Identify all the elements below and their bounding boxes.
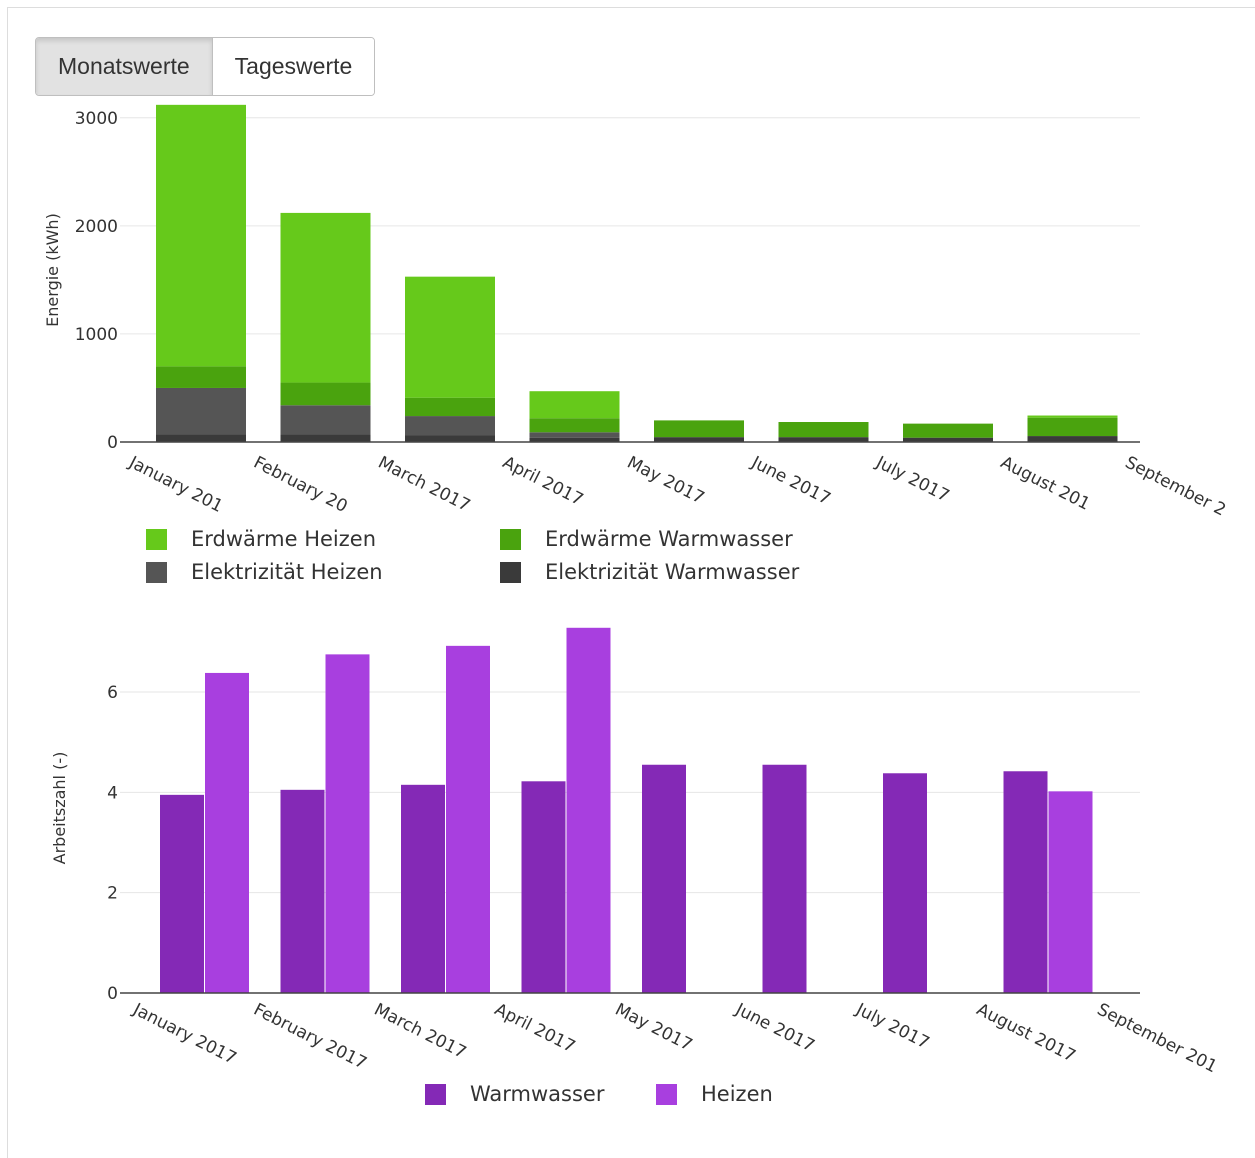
bar-erdw-rme-heizen-august-2017 <box>1027 415 1118 418</box>
bar-elektrizit-t-warmwasser-february-2017 <box>280 434 371 442</box>
monthly-values-button[interactable]: Monatswerte <box>36 38 212 95</box>
x-tick-label: January 2017 <box>129 999 240 1069</box>
bar-elektrizit-t-warmwasser-april-2017 <box>529 437 620 442</box>
bar-elektrizit-t-heizen-february-2017 <box>280 405 371 435</box>
legend-label-heizen: Heizen <box>701 1082 773 1106</box>
bar-warmwasser-march-2017 <box>401 784 445 993</box>
bar-erdw-rme-warmwasser-april-2017 <box>529 418 620 433</box>
x-tick-label: September 201 <box>1094 1000 1221 1078</box>
legend-swatch-elektrizit-t-heizen <box>146 562 167 583</box>
y-tick-label: 0 <box>107 984 118 1004</box>
y-tick-label: 6 <box>107 683 118 703</box>
legend-label-erdw-rme-heizen: Erdwärme Heizen <box>191 527 376 551</box>
bar-elektrizit-t-heizen-january-2017 <box>156 387 246 435</box>
legend-label-elektrizit-t-heizen: Elektrizität Heizen <box>191 560 383 584</box>
y-axis-title: Arbeitszahl (-) <box>50 752 69 865</box>
view-toggle: Monatswerte Tageswerte <box>35 37 376 96</box>
bar-erdw-rme-heizen-march-2017 <box>405 276 495 398</box>
chart-panel <box>7 7 1255 1158</box>
x-tick-label: April 2017 <box>491 1000 578 1058</box>
bar-warmwasser-august-2017 <box>1003 771 1048 993</box>
bar-warmwasser-july-2017 <box>883 773 927 993</box>
daily-values-button[interactable]: Tageswerte <box>211 38 375 95</box>
legend-swatch-erdw-rme-heizen <box>146 529 167 550</box>
bar-elektrizit-t-warmwasser-march-2017 <box>405 435 495 442</box>
bar-elektrizit-t-warmwasser-august-2017 <box>1027 436 1118 442</box>
x-tick-label: July 2017 <box>852 999 933 1053</box>
y-tick-label: 2000 <box>75 217 118 237</box>
bar-erdw-rme-heizen-february-2017 <box>280 212 371 383</box>
bar-erdw-rme-warmwasser-july-2017 <box>903 423 993 438</box>
bar-erdw-rme-warmwasser-august-2017 <box>1027 417 1118 437</box>
bar-erdw-rme-heizen-january-2017 <box>156 104 246 367</box>
bar-heizen-march-2017 <box>446 645 490 993</box>
bar-heizen-january-2017 <box>205 672 249 993</box>
legend-label-warmwasser: Warmwasser <box>470 1082 605 1106</box>
bar-elektrizit-t-heizen-march-2017 <box>405 416 495 436</box>
bar-elektrizit-t-warmwasser-june-2017 <box>778 437 869 442</box>
x-tick-label: March 2017 <box>371 1000 470 1063</box>
y-axis-title: Energie (kWh) <box>43 213 62 327</box>
x-tick-label: May 2017 <box>612 1000 696 1056</box>
x-tick-label: August 2017 <box>973 1000 1078 1067</box>
y-tick-label: 0 <box>107 433 118 453</box>
legend-label-erdw-rme-warmwasser: Erdwärme Warmwasser <box>545 527 793 551</box>
bar-erdw-rme-warmwasser-march-2017 <box>405 397 495 417</box>
bar-heizen-february-2017 <box>325 654 370 993</box>
bar-elektrizit-t-heizen-april-2017 <box>529 432 620 438</box>
bar-elektrizit-t-warmwasser-january-2017 <box>156 434 246 442</box>
bar-warmwasser-april-2017 <box>521 781 566 993</box>
bar-elektrizit-t-warmwasser-may-2017 <box>654 437 744 442</box>
legend-label-elektrizit-t-warmwasser: Elektrizität Warmwasser <box>545 560 800 584</box>
bar-heizen-august-2017 <box>1048 791 1093 993</box>
bar-warmwasser-june-2017 <box>762 764 807 993</box>
legend-swatch-erdw-rme-warmwasser <box>500 529 521 550</box>
bar-warmwasser-february-2017 <box>280 789 325 993</box>
y-tick-label: 1000 <box>75 325 118 345</box>
bar-erdw-rme-warmwasser-february-2017 <box>280 382 371 406</box>
bar-elektrizit-t-warmwasser-july-2017 <box>903 437 993 442</box>
legend-swatch-elektrizit-t-warmwasser <box>500 562 521 583</box>
bar-erdw-rme-heizen-april-2017 <box>529 391 620 419</box>
bar-warmwasser-january-2017 <box>160 794 204 993</box>
bar-heizen-april-2017 <box>566 627 611 993</box>
bar-erdw-rme-warmwasser-january-2017 <box>156 366 246 388</box>
legend-swatch-warmwasser <box>425 1084 446 1105</box>
y-tick-label: 2 <box>107 884 118 904</box>
y-tick-label: 4 <box>107 783 118 803</box>
bar-warmwasser-may-2017 <box>642 764 686 993</box>
bar-erdw-rme-warmwasser-june-2017 <box>778 422 869 438</box>
legend-swatch-heizen <box>656 1084 677 1105</box>
x-tick-label: February 2017 <box>250 1000 370 1074</box>
bar-erdw-rme-warmwasser-may-2017 <box>654 420 744 438</box>
x-tick-label: June 2017 <box>731 999 817 1056</box>
y-tick-label: 3000 <box>75 109 118 129</box>
